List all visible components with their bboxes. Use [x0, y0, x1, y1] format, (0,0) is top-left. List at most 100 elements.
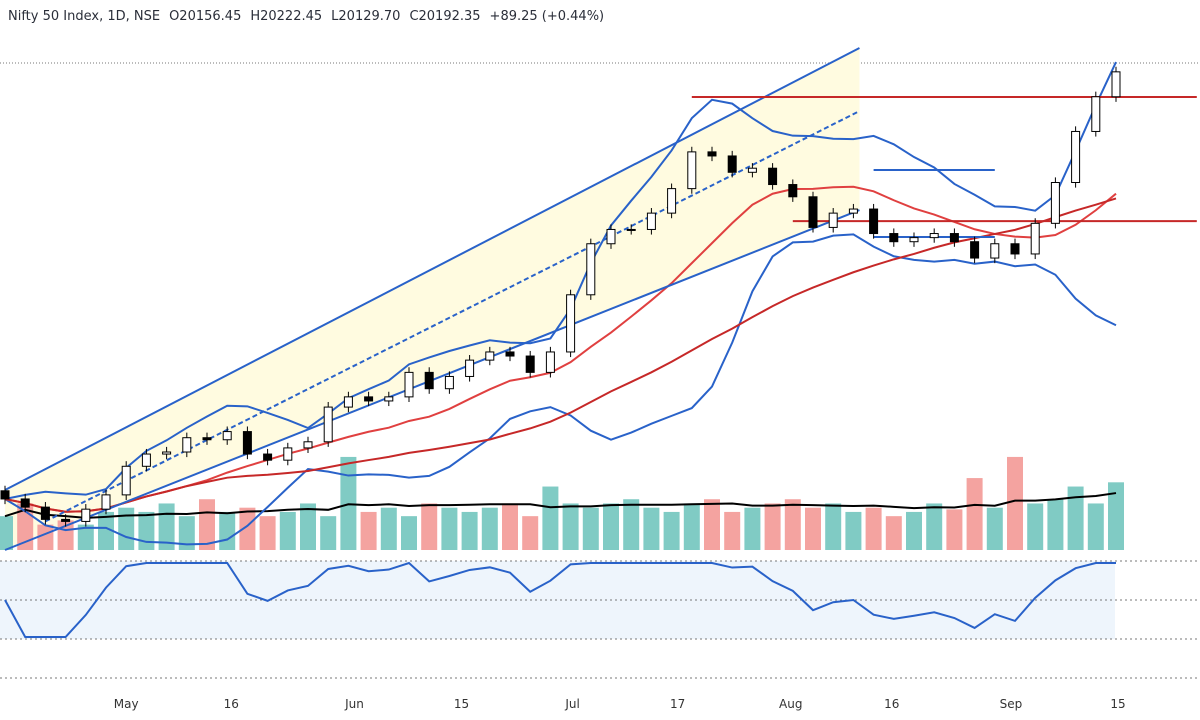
candle-body: [606, 228, 616, 245]
candle: [727, 150, 737, 178]
candle-body: [263, 453, 273, 461]
candle: [323, 401, 333, 447]
candle-body: [970, 241, 980, 259]
candle: [1010, 238, 1020, 260]
low-value: L20129.70: [331, 9, 401, 24]
trendline-channel-upper: [4, 47, 860, 491]
x-axis-tick-label: 16: [884, 697, 899, 711]
candle: [909, 232, 919, 247]
candle: [141, 448, 151, 472]
candle-body: [808, 196, 818, 228]
candle: [747, 163, 757, 178]
volume-bar: [764, 503, 781, 550]
candle-body: [485, 351, 495, 361]
candle: [242, 426, 252, 460]
chart-legend-header: Nifty 50 Index, 1D, NSE O20156.45 H20222.4…: [8, 9, 613, 24]
candle-body: [141, 453, 151, 467]
candle: [586, 238, 596, 300]
volume-bar: [1067, 486, 1084, 550]
volume-bar: [542, 486, 559, 550]
volume-bar: [37, 524, 54, 550]
candle-body: [323, 406, 333, 443]
candle-body: [646, 212, 656, 230]
volume-bar: [441, 507, 458, 550]
volume-bar: [239, 507, 256, 550]
candle: [162, 446, 172, 460]
candle-body: [121, 465, 131, 496]
volume-bar: [158, 503, 175, 550]
candle: [1050, 177, 1060, 229]
candle-body: [242, 431, 252, 455]
volume-bar: [481, 507, 498, 550]
candle-body: [768, 167, 778, 186]
candle-body: [566, 294, 576, 353]
candle: [566, 289, 576, 358]
candle-body: [586, 243, 596, 296]
rsi-band-bg: [0, 561, 1115, 639]
volume-bar: [906, 511, 922, 550]
channel-midline: [44, 110, 860, 523]
x-axis-tick-label: 15: [1110, 697, 1125, 711]
volume-bar: [724, 511, 741, 550]
candle-body: [101, 494, 111, 510]
volume-bar: [300, 503, 316, 550]
volume-bar: [421, 503, 438, 550]
candle-body: [667, 188, 677, 214]
ma-long-line: [4, 197, 1117, 513]
candle: [848, 203, 858, 219]
candle: [687, 146, 697, 194]
candle: [889, 228, 899, 247]
x-axis-tick-label: Sep: [1000, 697, 1023, 711]
candle: [81, 504, 91, 527]
candle: [303, 436, 313, 454]
open-value: O20156.45: [169, 9, 242, 24]
close-value: C20192.35: [409, 9, 481, 24]
volume-bar: [1047, 499, 1064, 550]
symbol-label: Nifty 50 Index, 1D, NSE: [8, 9, 161, 24]
volume-bar: [885, 516, 902, 550]
volume-bar: [259, 516, 276, 550]
candle-body: [848, 208, 858, 214]
volume-bar: [623, 499, 640, 550]
candle-body: [182, 437, 192, 453]
volume-bar: [502, 503, 518, 550]
rsi-line: [4, 561, 1116, 638]
candle-body: [61, 518, 71, 522]
candle-body: [1091, 96, 1101, 132]
candle-body: [202, 437, 212, 441]
candle: [222, 426, 232, 445]
volume-bar: [461, 511, 478, 550]
volume-bar: [1108, 482, 1124, 550]
candle: [101, 489, 111, 515]
volume-bar: [279, 511, 296, 550]
candle: [545, 346, 555, 378]
candle: [505, 346, 515, 362]
candle: [788, 179, 798, 202]
candle-body: [707, 151, 717, 157]
candle: [869, 203, 879, 239]
candle: [949, 228, 959, 247]
volume-bar: [926, 503, 943, 550]
candle-body: [869, 208, 879, 235]
candle-body: [505, 351, 515, 357]
x-axis-tick-label: Jul: [564, 697, 579, 711]
x-axis-tick-label: May: [114, 697, 139, 711]
candle: [970, 236, 980, 264]
bollinger-lower: [4, 233, 1117, 546]
candle-body: [162, 451, 172, 455]
x-axis-tick-label: 16: [224, 697, 239, 711]
volume-bar: [946, 509, 963, 550]
volume-bar: [562, 503, 579, 550]
candle: [283, 442, 293, 466]
candle-body: [424, 371, 434, 390]
candle-body: [283, 447, 293, 461]
volume-bar: [744, 507, 761, 550]
candle: [121, 461, 131, 500]
volume-bar: [845, 511, 862, 550]
candle: [606, 224, 616, 249]
candle: [384, 391, 394, 407]
volume-bar: [380, 507, 397, 550]
candle-body: [364, 396, 374, 402]
volume-bar: [178, 516, 195, 550]
